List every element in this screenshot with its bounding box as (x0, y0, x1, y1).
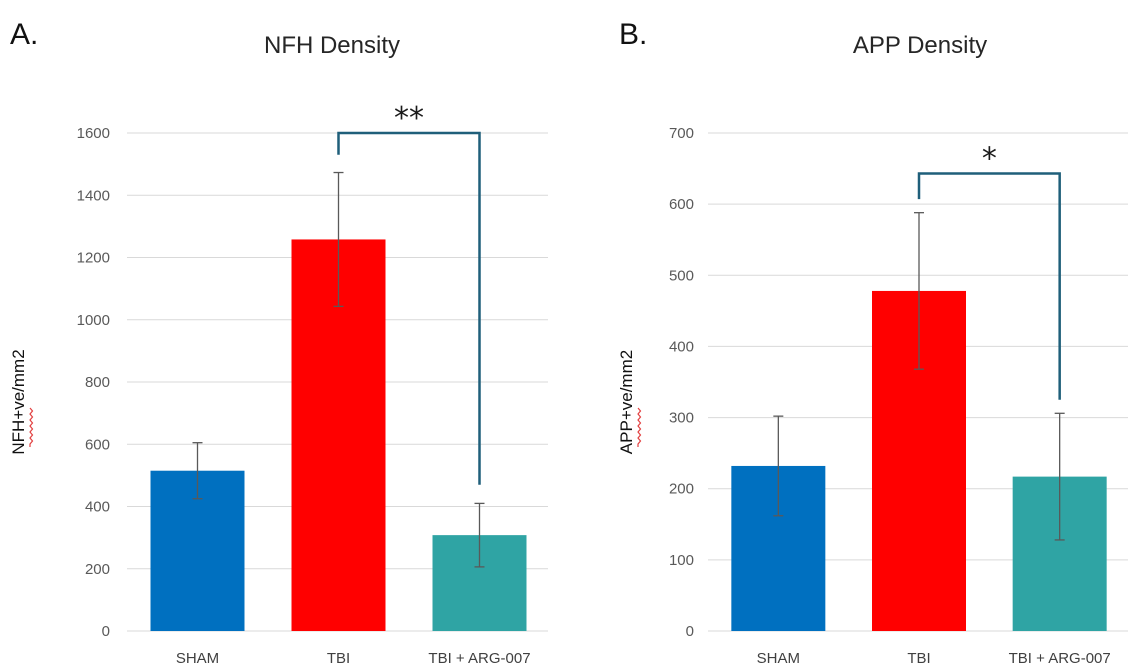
y-tick-label: 0 (102, 623, 110, 640)
significance-stars: ** (394, 101, 424, 136)
y-tick-label: 600 (85, 436, 110, 453)
x-tick-label: TBI (907, 650, 930, 666)
significance-stars: * (982, 142, 997, 177)
y-tick-label: 400 (85, 499, 110, 516)
panel-label-b: B. (619, 18, 647, 51)
y-tick-label: 300 (669, 410, 694, 427)
error-bars-a (192, 171, 485, 568)
y-axis-label-b: APP+ve/mm2 (617, 350, 636, 454)
y-tick-label: 500 (669, 267, 694, 284)
error-bars-b (773, 212, 1065, 541)
spellcheck-underline (29, 407, 34, 447)
y-tick-label: 400 (669, 338, 694, 355)
y-ticks-b: 0 100 200 300 400 500 600 700 (669, 125, 694, 640)
y-tick-label: 1200 (77, 250, 110, 267)
x-ticks-b: SHAM TBI TBI + ARG-007 (757, 650, 1111, 666)
y-tick-label: 1600 (77, 125, 110, 142)
y-tick-label: 700 (669, 125, 694, 142)
chart-panel-app: B. APP Density APP+ve/mm2 0 100 200 300 400 5… (617, 18, 1128, 666)
bars-b (731, 290, 1107, 631)
significance-a: ** (337, 101, 481, 485)
x-tick-label: SHAM (757, 650, 800, 666)
y-tick-label: 100 (669, 552, 694, 569)
x-tick-label: TBI + ARG-007 (428, 650, 530, 666)
panel-label-a: A. (10, 18, 38, 51)
y-tick-label: 1400 (77, 187, 110, 204)
x-tick-label: SHAM (176, 650, 219, 666)
chart-title-b: APP Density (853, 32, 987, 59)
spellcheck-underline (637, 407, 642, 447)
y-tick-label: 200 (669, 481, 694, 498)
significance-bracket (337, 131, 481, 485)
y-ticks-a: 0 200 400 600 800 1000 1200 1400 1600 (77, 125, 110, 640)
chart-panel-nfh: A. NFH Density NFH+ve/mm2 0 200 400 600 800 1… (9, 18, 548, 666)
y-tick-label: 600 (669, 196, 694, 213)
y-tick-label: 0 (686, 623, 694, 640)
x-tick-label: TBI (327, 650, 350, 666)
y-tick-label: 800 (85, 374, 110, 391)
y-tick-label: 200 (85, 561, 110, 578)
chart-title-a: NFH Density (264, 32, 400, 59)
significance-b: * (917, 142, 1061, 400)
y-tick-label: 1000 (77, 312, 110, 329)
x-ticks-a: SHAM TBI TBI + ARG-007 (176, 650, 531, 666)
y-axis-label-a: NFH+ve/mm2 (9, 349, 28, 454)
x-tick-label: TBI + ARG-007 (1009, 650, 1111, 666)
significance-bracket (917, 172, 1061, 400)
